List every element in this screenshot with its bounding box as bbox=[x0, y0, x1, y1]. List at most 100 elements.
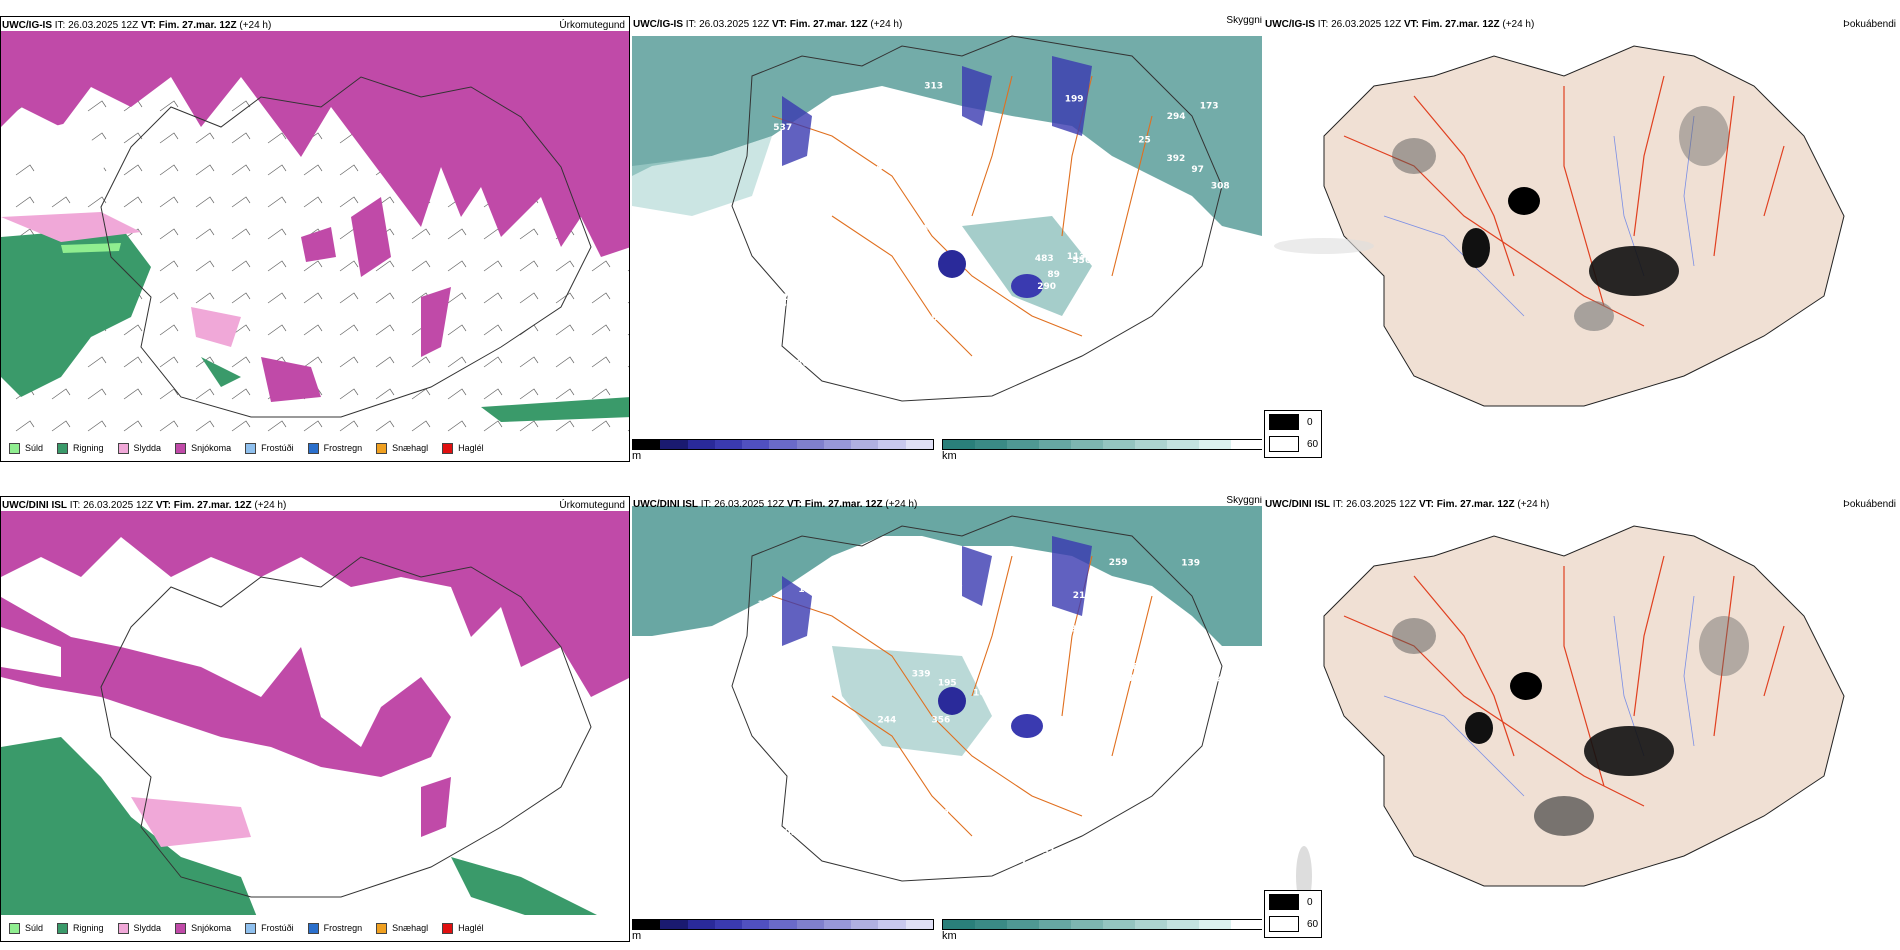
wind-barb bbox=[159, 260, 179, 272]
elevation-label: 11 bbox=[927, 324, 940, 334]
wind-barb bbox=[447, 292, 467, 304]
elevation-label: 15 bbox=[751, 361, 764, 371]
legend-item: Slydda bbox=[117, 922, 161, 934]
elevation-label: 189 bbox=[835, 127, 854, 137]
wind-barb bbox=[555, 388, 575, 400]
legend-swatch bbox=[175, 922, 187, 934]
precip-type-legend: Súld Rigning Slydda Snjókoma Frostúði Frostre… bbox=[1, 915, 629, 941]
legend-item: Rigning bbox=[57, 442, 104, 454]
elevation-label: 323 bbox=[1198, 678, 1217, 688]
colorbar-segment bbox=[769, 920, 797, 929]
colorbar-segment bbox=[851, 920, 879, 929]
elevation-label: 317 bbox=[1043, 847, 1062, 857]
legend-item: Haglél bbox=[442, 922, 484, 934]
colorbar-segment bbox=[1103, 440, 1135, 449]
elevation-label: 25 bbox=[1138, 136, 1151, 146]
fog-label-60: 60 bbox=[1307, 438, 1319, 450]
fog-label-0: 0 bbox=[1307, 896, 1313, 908]
wind-barb bbox=[483, 420, 503, 432]
wind-barb bbox=[483, 356, 503, 368]
wind-barb bbox=[123, 196, 143, 208]
colorbar-segment bbox=[1039, 920, 1071, 929]
wind-barb bbox=[159, 292, 179, 304]
legend-swatch bbox=[376, 922, 388, 934]
height-colorbar bbox=[632, 919, 934, 930]
elevation-label: 278 bbox=[760, 722, 779, 732]
fog-label-0: 0 bbox=[1307, 416, 1313, 428]
colorbar-segment bbox=[687, 920, 715, 929]
wind-barb bbox=[195, 420, 215, 432]
precip-type-map bbox=[1, 511, 629, 927]
colorbar-segment bbox=[769, 440, 797, 449]
elevation-label: 195 bbox=[938, 679, 957, 689]
wind-barb bbox=[51, 388, 71, 400]
legend-item: Frostúði bbox=[245, 922, 294, 934]
wind-barb bbox=[267, 196, 287, 208]
elevation-label: 368 bbox=[790, 670, 809, 680]
legend-swatch bbox=[245, 922, 257, 934]
elevation-label: 362 bbox=[991, 730, 1010, 740]
wind-barb bbox=[303, 356, 323, 368]
elevation-label: 186 bbox=[790, 359, 809, 369]
fog-swatch-60 bbox=[1269, 436, 1299, 452]
elevation-label: 504 bbox=[1204, 676, 1223, 686]
wind-barb bbox=[627, 333, 629, 336]
legend-swatch bbox=[442, 442, 454, 454]
panel-header: UWC/IG-IS IT: 26.03.2025 12Z VT: Fim. 27… bbox=[633, 19, 903, 30]
elevation-label: 556 bbox=[1072, 256, 1091, 266]
wind-barb bbox=[483, 292, 503, 304]
elevation-label: 418 bbox=[918, 207, 937, 217]
wind-barb bbox=[123, 164, 143, 176]
wind-barb bbox=[303, 164, 323, 176]
legend-label: Slydda bbox=[133, 443, 162, 453]
elevation-label: 216 bbox=[1045, 789, 1064, 799]
elevation-label: 282 bbox=[1134, 807, 1153, 817]
wind-barb bbox=[339, 260, 359, 272]
wind-barb bbox=[123, 324, 143, 336]
visibility-map: 222 181 294 274 306 186 161 279 214 274 185 224 165 2… bbox=[632, 35, 1262, 402]
wind-barb bbox=[51, 420, 71, 432]
elevation-label: 864 bbox=[924, 190, 943, 200]
wind-barb bbox=[87, 196, 107, 208]
wind-barb bbox=[555, 356, 575, 368]
wind-barb bbox=[411, 228, 431, 240]
elevation-label: 421 bbox=[914, 827, 933, 837]
legend-label: Snæhagl bbox=[392, 443, 429, 453]
fog-label-60: 60 bbox=[1307, 918, 1319, 930]
colorbar-segment bbox=[1231, 920, 1262, 929]
wind-barb bbox=[87, 420, 107, 432]
elevation-label: 160 bbox=[973, 689, 992, 699]
wind-barb bbox=[231, 420, 251, 432]
wind-barb bbox=[159, 100, 179, 112]
elevation-label: 279 bbox=[971, 156, 990, 166]
wind-barb bbox=[159, 356, 179, 368]
elevation-label: 496 bbox=[1064, 625, 1083, 635]
wind-barb bbox=[195, 260, 215, 272]
elevation-label: 206 bbox=[990, 199, 1009, 209]
elevation-label: 290 bbox=[1037, 282, 1056, 292]
wind-barb bbox=[159, 228, 179, 240]
legend-item: Rigning bbox=[57, 922, 104, 934]
wind-barb bbox=[303, 292, 323, 304]
wind-barb bbox=[411, 420, 431, 432]
wind-barb bbox=[375, 420, 395, 432]
legend-swatch bbox=[9, 442, 20, 454]
wind-barb bbox=[159, 196, 179, 208]
wind-barb bbox=[231, 324, 251, 336]
panel-header: UWC/IG-IS IT: 26.03.2025 12Z VT: Fim. 27… bbox=[1265, 19, 1535, 30]
wind-barb bbox=[339, 292, 359, 304]
wind-barb bbox=[339, 388, 359, 400]
wind-barb bbox=[339, 324, 359, 336]
wind-barb bbox=[519, 388, 539, 400]
colorbar-segment bbox=[742, 440, 770, 449]
elevation-label: 216 bbox=[1120, 354, 1139, 364]
height-colorbar bbox=[632, 439, 934, 450]
visibility-panel-dini: UWC/DINI ISL IT: 26.03.2025 12Z VT: Fim.… bbox=[632, 496, 1262, 942]
wind-barb bbox=[339, 356, 359, 368]
colorbar-segment bbox=[975, 440, 1007, 449]
elevation-label: 730 bbox=[789, 375, 808, 385]
elevation-label: 274 bbox=[909, 224, 928, 234]
wind-barb bbox=[15, 196, 35, 208]
panel-header: UWC/DINI ISL IT: 26.03.2025 12Z VT: Fim.… bbox=[1265, 499, 1550, 510]
elevation-label: 185 bbox=[746, 341, 765, 351]
